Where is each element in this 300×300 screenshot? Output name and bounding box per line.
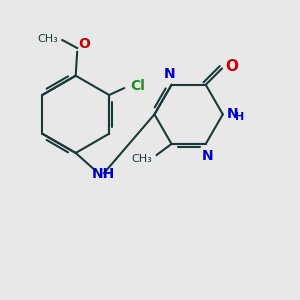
Text: CH₃: CH₃ — [37, 34, 58, 44]
Text: N: N — [164, 67, 175, 81]
Text: CH₃: CH₃ — [131, 154, 152, 164]
Text: N: N — [226, 107, 238, 121]
Text: NH: NH — [92, 167, 115, 181]
Text: Cl: Cl — [130, 79, 145, 92]
Text: H: H — [235, 112, 244, 122]
Text: N: N — [201, 149, 213, 163]
Text: O: O — [225, 59, 238, 74]
Text: O: O — [79, 37, 91, 51]
